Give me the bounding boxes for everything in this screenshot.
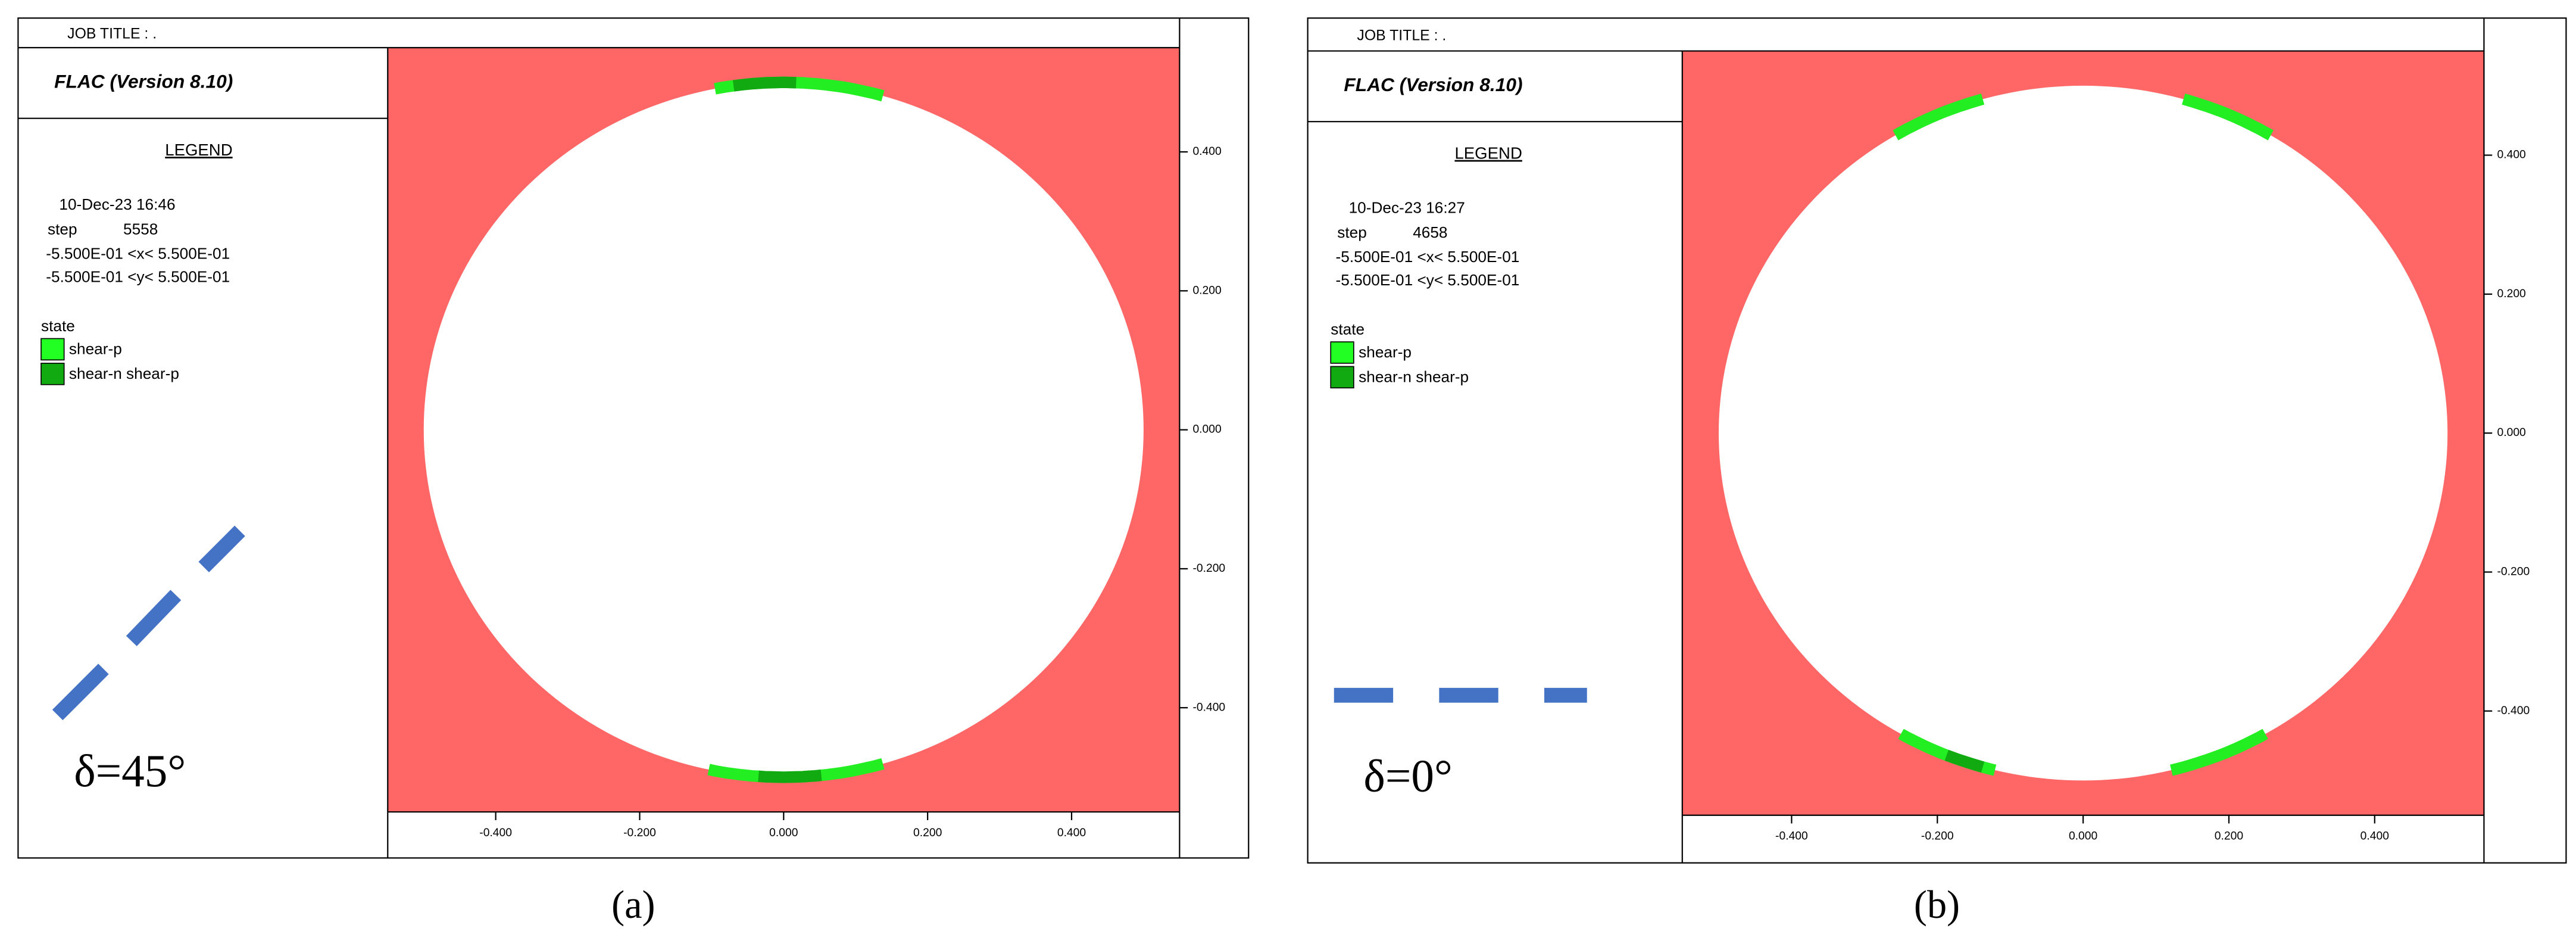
- y-tick-label: -0.400: [1192, 701, 1225, 714]
- legend-swatch: [1330, 341, 1354, 364]
- joint-dash: [52, 664, 109, 721]
- x-tick-label: 0.000: [2069, 830, 2097, 843]
- y-tick-label: -0.400: [2497, 705, 2530, 717]
- legend-title: LEGEND: [165, 141, 232, 159]
- caption: (a): [611, 883, 655, 927]
- tunnel-opening: [423, 82, 1144, 777]
- y-tick-label: 0.000: [2497, 426, 2526, 439]
- delta-label: δ=0°: [1363, 750, 1452, 802]
- panel-frame: [17, 17, 1250, 859]
- joint-dash: [126, 590, 182, 646]
- panel: JOB TITLE : . FLAC (Version 8.10) LEGEND 10…: [17, 17, 1250, 927]
- date: 10-Dec-23 16:27: [1349, 198, 1465, 216]
- panel-frame: [1307, 17, 2567, 864]
- joint-dash: [198, 525, 245, 572]
- legend-swatch: [1330, 366, 1354, 389]
- shear-zone: [1893, 94, 1985, 141]
- x-tick-label: -0.400: [479, 827, 512, 839]
- x-range: -5.500E-01 <x< 5.500E-01: [46, 245, 230, 263]
- legend-swatch: [40, 338, 65, 361]
- state-label: state: [1331, 320, 1365, 338]
- step-label: step: [1337, 223, 1367, 241]
- job-title: JOB TITLE : .: [67, 26, 157, 42]
- step-value: 4658: [1413, 223, 1447, 241]
- y-range: -5.500E-01 <y< 5.500E-01: [46, 267, 230, 285]
- y-tick-label: 0.200: [2497, 288, 2526, 300]
- y-tick-label: -0.200: [2497, 566, 2530, 578]
- x-tick-label: 0.200: [913, 827, 942, 839]
- legend-title: LEGEND: [1454, 144, 1522, 163]
- x-tick-label: -0.400: [1775, 830, 1808, 843]
- panel: JOB TITLE : . FLAC (Version 8.10) LEGEND 10…: [1307, 17, 2567, 927]
- x-tick-label: -0.200: [623, 827, 656, 839]
- x-tick-label: 0.400: [1057, 827, 1086, 839]
- legend-label: shear-p: [1359, 343, 1412, 361]
- x-tick-label: 0.000: [769, 827, 798, 839]
- tunnel-opening: [1718, 85, 2448, 781]
- x-tick-label: -0.200: [1921, 830, 1954, 843]
- date: 10-Dec-23 16:46: [59, 195, 175, 213]
- x-range: -5.500E-01 <x< 5.500E-01: [1336, 248, 1520, 266]
- y-tick-label: 0.400: [1192, 145, 1221, 158]
- y-tick-label: -0.200: [1192, 562, 1225, 575]
- delta-label: δ=45°: [74, 745, 186, 796]
- shear-zone: [1944, 749, 1985, 773]
- legend-swatch: [40, 363, 65, 385]
- y-tick-label: 0.400: [2497, 149, 2526, 161]
- shear-zone: [2182, 94, 2274, 141]
- shear-zone: [732, 76, 797, 92]
- version: FLAC (Version 8.10): [1344, 74, 1522, 95]
- y-tick-label: 0.200: [1192, 284, 1221, 297]
- step-label: step: [48, 220, 77, 238]
- legend-label: shear-n shear-p: [1359, 368, 1469, 386]
- job-title: JOB TITLE : .: [1357, 27, 1446, 43]
- legend-label: shear-n shear-p: [69, 365, 179, 382]
- caption: (b): [1914, 883, 1960, 927]
- y-range: -5.500E-01 <y< 5.500E-01: [1336, 271, 1520, 289]
- x-tick-label: 0.400: [2360, 830, 2389, 843]
- state-label: state: [41, 317, 75, 335]
- x-tick-label: 0.200: [2215, 830, 2243, 843]
- step-value: 5558: [123, 220, 158, 238]
- legend-label: shear-p: [69, 340, 122, 358]
- version: FLAC (Version 8.10): [54, 71, 233, 92]
- y-tick-label: 0.000: [1192, 423, 1221, 436]
- shear-zone: [2170, 728, 2268, 776]
- shear-zone: [758, 770, 822, 783]
